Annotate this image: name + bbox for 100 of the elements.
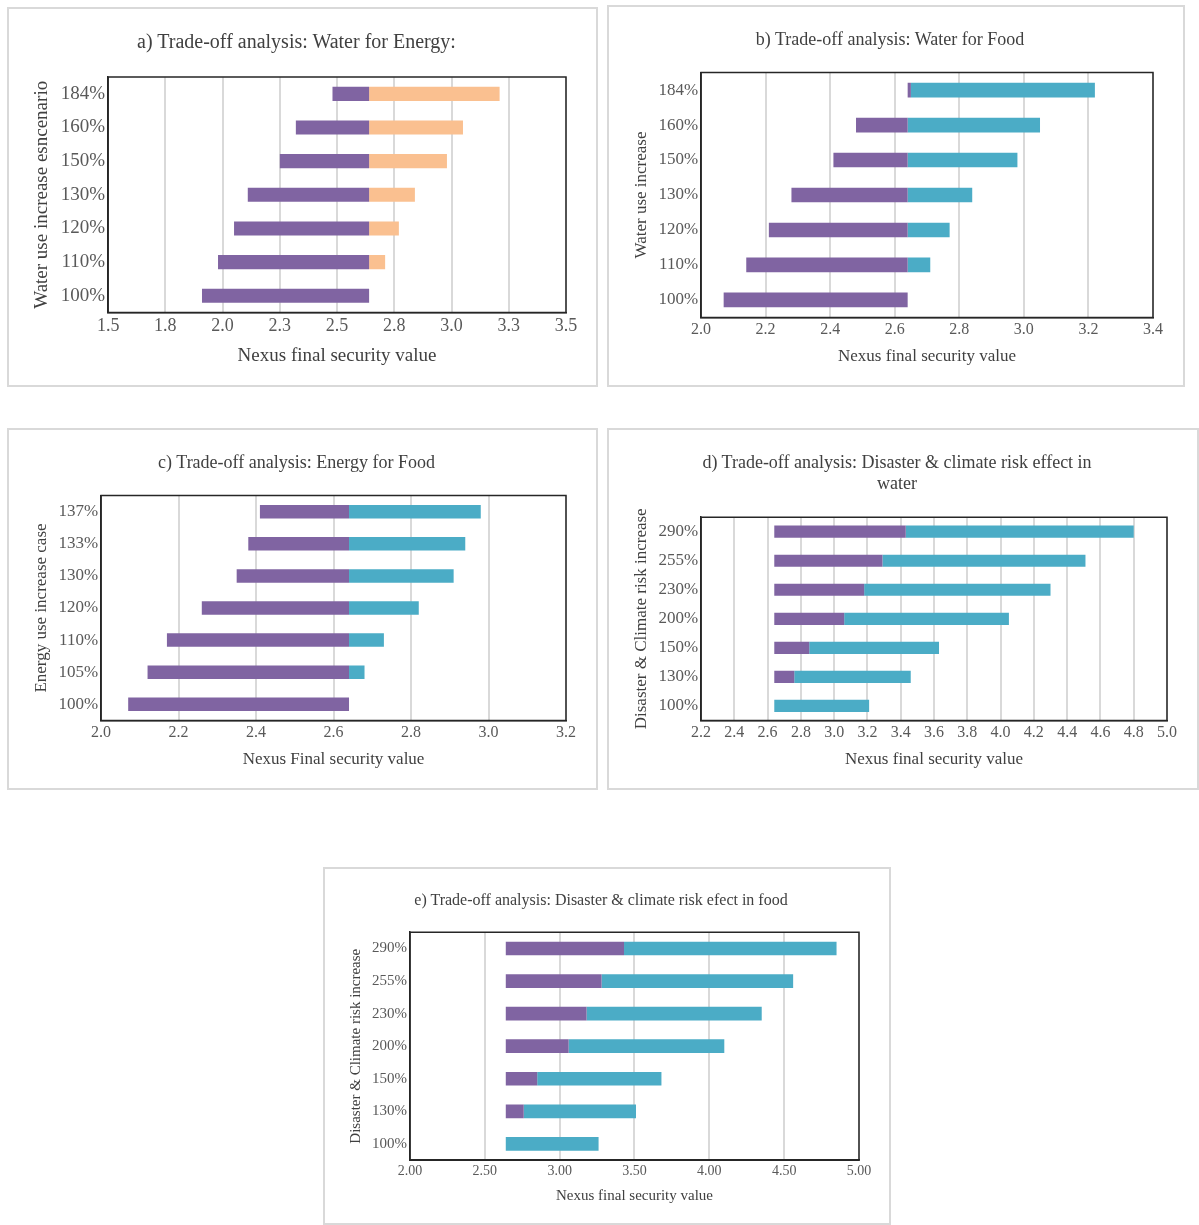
- x-tick-label: 2.8: [401, 723, 422, 741]
- x-tick-label: 4.6: [1090, 723, 1111, 741]
- x-axis-title: Nexus Final security value: [242, 749, 425, 769]
- x-tick-label: 2.4: [246, 723, 267, 741]
- bar: [624, 941, 837, 956]
- bar: [349, 633, 384, 647]
- y-tick-label: 137%: [58, 501, 99, 521]
- bar: [349, 569, 454, 583]
- x-tick-label: 3.0: [824, 723, 845, 741]
- bar: [774, 641, 810, 654]
- y-tick-label: 160%: [60, 115, 106, 137]
- x-tick-label: 3.0: [440, 315, 463, 336]
- y-tick-label: 100%: [58, 693, 99, 713]
- x-tick-label: 2.2: [168, 723, 189, 741]
- x-tick-label: 5.00: [846, 1163, 872, 1179]
- bar: [279, 154, 370, 169]
- bar: [856, 117, 908, 133]
- x-tick-label: 2.8: [790, 723, 811, 741]
- y-tick-label: 150%: [658, 149, 699, 169]
- bar: [505, 941, 625, 956]
- y-tick-label: 160%: [658, 114, 699, 134]
- x-axis-title: Nexus final security value: [838, 346, 1017, 366]
- bar: [768, 222, 908, 238]
- bar: [833, 152, 908, 168]
- x-tick-label: 3.4: [890, 723, 911, 741]
- bar: [537, 1071, 662, 1086]
- y-tick-label: 290%: [372, 939, 407, 956]
- y-tick-label: 130%: [658, 666, 699, 686]
- bar: [774, 612, 845, 625]
- x-tick-label: 4.8: [1123, 723, 1144, 741]
- bar: [369, 154, 447, 169]
- x-tick-label: 4.50: [771, 1163, 797, 1179]
- chart-title: e) Trade-off analysis: Disaster & climate risk efect in food: [414, 890, 788, 909]
- bar: [844, 612, 1009, 625]
- bar: [505, 974, 602, 988]
- x-tick-label: 2.0: [91, 723, 112, 741]
- x-tick-label: 4.00: [697, 1163, 722, 1179]
- bar: [505, 1071, 538, 1086]
- y-tick-label: 120%: [60, 216, 106, 238]
- bar: [864, 583, 1051, 596]
- chart-title: d) Trade-off analysis: Disaster & climate risk effect in water: [702, 451, 1092, 494]
- y-tick-label: 230%: [372, 1004, 407, 1021]
- y-tick-label: 133%: [58, 533, 99, 553]
- x-tick-label: 3.2: [1078, 320, 1099, 338]
- y-tick-label: 130%: [658, 184, 699, 204]
- bar: [259, 504, 350, 519]
- x-axis-title: Nexus final security value: [845, 749, 1024, 769]
- y-tick-label: 150%: [60, 149, 106, 171]
- bar: [774, 670, 795, 683]
- chart-title: b) Trade-off analysis: Water for Food: [755, 28, 1025, 50]
- bar: [369, 255, 386, 270]
- bar: [907, 222, 950, 238]
- bar: [332, 86, 370, 101]
- y-tick-label: 255%: [372, 971, 407, 988]
- y-tick-label: 110%: [59, 629, 99, 649]
- bar: [128, 697, 350, 712]
- x-tick-label: 2.6: [884, 320, 905, 338]
- bar: [746, 257, 908, 273]
- x-tick-label: 4.4: [1057, 723, 1078, 741]
- x-tick-label: 3.4: [1143, 320, 1163, 338]
- y-tick-label: 184%: [60, 81, 106, 103]
- bar: [147, 665, 350, 679]
- bar: [882, 554, 1086, 567]
- x-tick-label: 2.8: [949, 320, 970, 338]
- y-tick-label: 120%: [658, 219, 699, 239]
- x-tick-label: 4.0: [990, 723, 1011, 741]
- y-axis-title: Disaster & Climate risk increase: [346, 948, 363, 1144]
- chart-title: a) Trade-off analysis: Water for Energy:: [137, 30, 456, 54]
- y-axis-title: Water use increase esncenario: [30, 80, 52, 309]
- x-tick-label: 2.2: [755, 320, 776, 338]
- bar: [905, 525, 1134, 538]
- x-tick-label: 2.00: [397, 1163, 423, 1179]
- bar: [505, 1137, 599, 1151]
- x-tick-label: 2.6: [757, 723, 778, 741]
- x-tick-label: 3.0: [1013, 320, 1034, 338]
- y-tick-label: 255%: [658, 550, 699, 570]
- x-tick-label: 2.5: [325, 315, 349, 336]
- y-tick-label: 230%: [658, 579, 699, 599]
- x-tick-label: 1.8: [154, 315, 177, 336]
- y-tick-label: 150%: [372, 1069, 407, 1086]
- bar: [601, 974, 794, 988]
- x-tick-label: 1.5: [96, 315, 120, 336]
- bar: [568, 1039, 725, 1054]
- x-tick-label: 2.8: [383, 315, 406, 336]
- bar: [791, 187, 908, 203]
- y-tick-label: 110%: [61, 250, 106, 272]
- bar: [234, 221, 370, 236]
- x-tick-label: 3.5: [554, 315, 578, 336]
- x-tick-label: 2.2: [691, 723, 712, 741]
- y-tick-label: 290%: [658, 521, 699, 541]
- x-tick-label: 3.2: [857, 723, 878, 741]
- y-tick-label: 184%: [658, 79, 699, 99]
- x-tick-label: 2.4: [724, 723, 745, 741]
- x-tick-label: 2.50: [472, 1163, 498, 1179]
- bar: [505, 1039, 569, 1054]
- y-axis-title: Disaster & Climate risk increase: [630, 508, 650, 730]
- bar: [505, 1006, 587, 1021]
- bar: [774, 583, 865, 596]
- bar: [201, 601, 350, 615]
- bar: [349, 601, 419, 615]
